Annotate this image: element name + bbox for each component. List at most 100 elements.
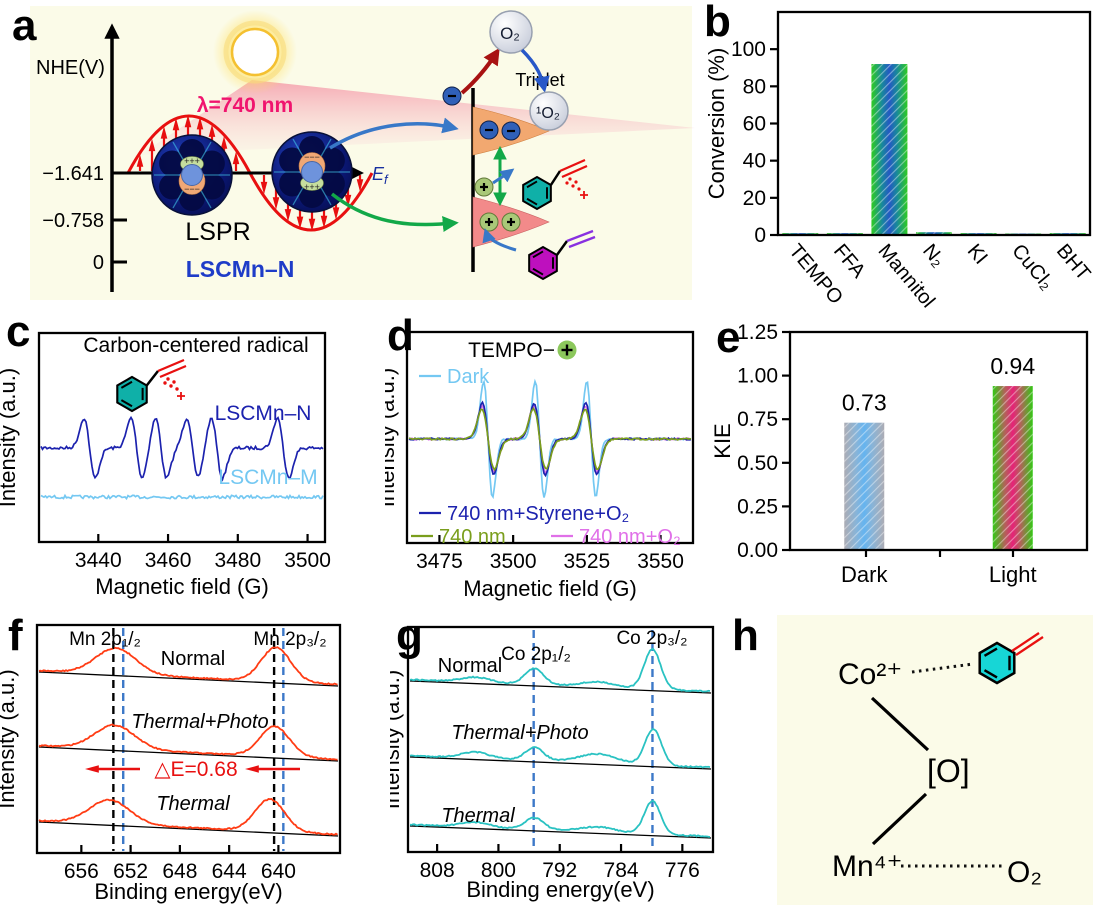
catalyst-label: LSCMn–N [186,256,295,282]
cobalt-label: Co²⁺ [838,658,902,691]
mn-o-bond [871,792,928,846]
triplet-to-singlet-arrow [520,48,550,93]
y-axis-title: Intensity (a.u.) [390,670,404,809]
panel-letter-h: h [732,611,759,660]
hole-transfer-arrow [330,192,459,233]
oxygen-bridge-label: [O] [927,753,970,789]
panel-letter-e: e [716,313,741,362]
x-axis-title: Magnetic field (G) [95,574,269,599]
x-tick-label: 656 [64,860,99,883]
nanoparticle-left-icon: +++ −−− [151,134,233,216]
electron-transfer-arrow [329,117,459,150]
panel-h: h Co²⁺ [O] Mn⁴⁺ O₂ [720,614,1094,914]
chart-f-svg: Normal Thermal+Photo Thermal 656 652 648 644 64… [0,623,342,904]
singlet-oxygen-sphere [529,91,569,131]
y-axis-title: Intensity (a.u.) [385,368,399,507]
trace-Thermal [409,800,711,838]
y-tick-label: 100 [731,38,766,61]
trace-label: Thermal [156,793,230,815]
plot-frame [788,330,1089,552]
wavelength-label: λ=740 nm [197,94,293,117]
x-category-label: Dark [841,562,888,587]
panel-f: f Normal Thermal+Photo Thermal 656 652 648 644… [0,614,390,914]
panel-a: a [0,0,700,308]
trace-LSCMn–N [40,415,324,482]
y-axis-title: Conversion (%) [704,48,729,200]
x-tick-label: 640 [261,860,296,883]
carbon-radical-icon [116,358,187,413]
electron-to-oxygen-arrow [460,47,500,95]
x-tick-label: 776 [665,859,700,882]
trace-label: Normal [438,655,502,677]
charge-marks: −−− [304,152,320,162]
panel-e: e 0.73 Dark 0.94 Light 0.00 0.25 0.50 0.75 1.00 1… [700,308,1094,614]
x-category-label: CuCl₂ [1007,240,1057,294]
y-tick-label: 0.75 [737,408,778,431]
lspr-label: LSPR [185,218,250,246]
y-tick-label: 0.50 [737,452,778,475]
charge-marks: −−− [184,184,200,194]
charge-marks: +++ [184,156,200,166]
panel-c: c 3440 3460 3480 3500 Magnetic field (G) Inte… [0,308,385,614]
x-axis-title: Binding energy(eV) [466,877,654,902]
panel-letter-c: c [6,307,31,356]
x-tick-label: 3440 [75,549,122,572]
panel-h-graphic: Co²⁺ [O] Mn⁴⁺ O₂ [777,615,1093,905]
y-tick-label: 40 [743,150,766,173]
y-tick-label: 20 [743,187,766,210]
x-tick-label: 3550 [637,550,684,573]
trace-Normal [409,647,711,693]
x-category-label: N₂ [918,240,949,271]
x-category-label: KI [963,240,992,269]
y-tick-label: 1.00 [737,365,778,388]
panel-letter-a: a [12,1,37,50]
trace-label: LSCMn–N [215,402,312,425]
region-label: Co 2p₃/₂ [616,628,687,649]
trace-label: LSCMn–M [218,466,317,489]
styrene-radical-icon [522,158,588,211]
x-tick-label: 3525 [563,550,610,573]
trace-LSCMn–M [40,493,324,501]
panel-d: d 3475 3500 3525 3550 Magnetic field (G) Inte… [385,308,700,614]
x-tick-label: 644 [212,860,247,883]
y-axis-title: Intensity (a.u.) [0,669,19,808]
panel-letter-b: b [704,0,731,46]
oxygen-label: O₂ [1007,856,1042,889]
nhe-tick-1: −1.641 [42,163,104,185]
nhe-tick-3: 0 [93,252,104,274]
panel-g: g Normal Thermal+Photo Thermal 808 800 792 784… [390,614,720,914]
manganese-label: Mn⁴⁺ [832,850,902,883]
oxygen-sphere [489,10,533,54]
x-category-label: Light [989,562,1037,587]
chart-title: Carbon-centered radical [83,334,308,357]
region-label: Co 2p₁/₂ [501,644,571,665]
region-label: Mn 2p₃/₂ [253,629,326,650]
nanoparticle-right-icon: −−− +++ [271,131,353,213]
trace-label: Thermal+Photo [451,722,588,744]
x-tick-label: 808 [420,859,455,882]
panel-letter-d: d [387,311,414,360]
delta-e-label: △E=0.68 [154,758,237,781]
legend-label: 740 nm+O₂ [579,526,681,548]
x-tick-label: 3475 [416,550,463,573]
plot-frame [405,330,695,545]
nhe-axis-label: NHE(V) [36,57,105,79]
panel-b: b TEMPO FFA Mannitol N₂ KI CuCl₂ BHT 0 20 40 60 80 1… [700,0,1094,308]
x-category-label: FFA [829,240,870,283]
styrene-to-hole-arrow [482,228,517,252]
legend-label: 740 nm+Styrene+O₂ [447,503,629,525]
y-tick-label: 0.00 [737,539,778,562]
chart-e-svg: 0.73 Dark 0.94 Light 0.00 0.25 0.50 0.75 1.00 1.2… [710,321,1089,587]
region-label: Mn 2p₁/₂ [69,629,141,650]
y-tick-label: 0 [754,224,766,247]
plot-frame [35,623,342,855]
co-styrene-dotted-bond [911,662,974,674]
y-tick-label: 0.25 [737,495,778,518]
hole-icons [474,177,521,232]
electron-icons [442,86,521,141]
y-axis-title: KIE [710,423,735,458]
y-axis-title: Intensity (a.u.) [0,368,20,507]
x-tick-label: 3500 [490,550,537,573]
panel-h-background [777,615,1093,905]
x-tick-label: 648 [162,860,197,883]
